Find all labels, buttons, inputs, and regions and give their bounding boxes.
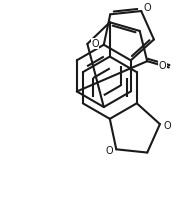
Text: O: O	[106, 146, 113, 156]
Text: O: O	[144, 3, 151, 13]
Text: O: O	[163, 121, 171, 131]
Text: O: O	[159, 61, 166, 71]
Text: O: O	[91, 39, 99, 49]
